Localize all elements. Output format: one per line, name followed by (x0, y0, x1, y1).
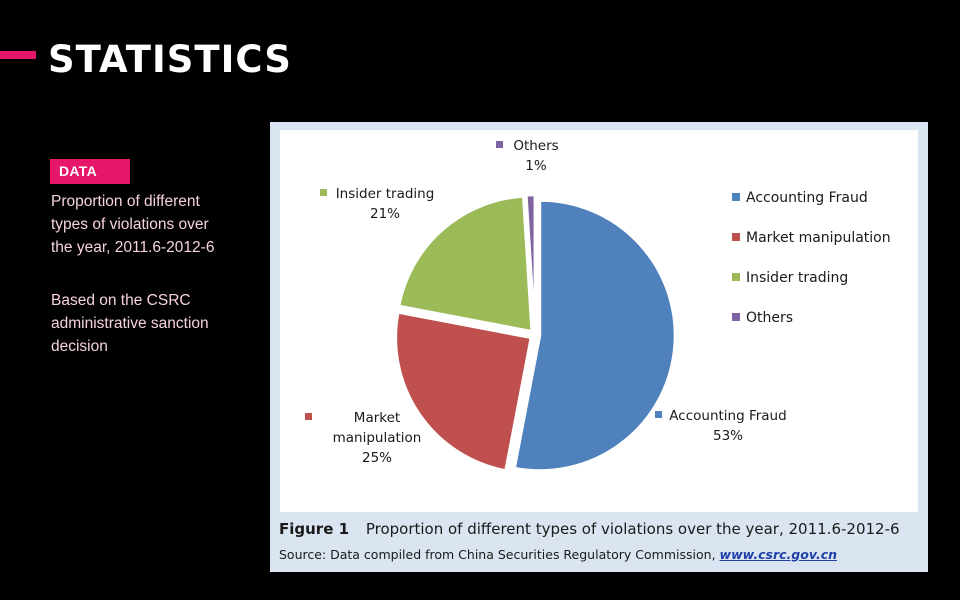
pie-slice-accounting-fraud (513, 199, 677, 472)
data-label-value: 1% (525, 158, 547, 174)
legend-label: Insider trading (746, 270, 848, 286)
legend-swatch (732, 233, 740, 241)
figure-panel: Accounting Fraud 53% Market manipulation 25%… (270, 122, 928, 572)
chart-area: Accounting Fraud 53% Market manipulation 25%… (280, 130, 918, 512)
data-label-category: Accounting Fraud (669, 408, 786, 424)
legend-item-accounting-fraud: Accounting Fraud (732, 190, 868, 206)
data-badge: DATA (50, 159, 130, 184)
data-label-accounting-fraud: Accounting Fraud 53% (655, 408, 787, 444)
source-note-line: decision (51, 338, 108, 355)
chart-description-line: the year, 2011.6-2012-6 (51, 239, 215, 256)
pie-slice-market-manipulation (394, 311, 533, 472)
data-label-marker (655, 411, 662, 418)
figure-caption: Figure 1 Proportion of different types o… (279, 520, 919, 538)
legend-swatch (732, 273, 740, 281)
source-link[interactable]: www.csrc.gov.cn (719, 547, 838, 562)
chart-description-line: Proportion of different (51, 193, 200, 210)
legend-swatch (732, 193, 740, 201)
data-label-marker (496, 141, 503, 148)
source-note-line: administrative sanction (51, 315, 209, 332)
data-label-insider-trading: Insider trading 21% (320, 186, 434, 222)
slide-title: STATISTICS (48, 38, 292, 81)
legend-label: Accounting Fraud (746, 190, 868, 206)
legend-item-others: Others (732, 310, 793, 326)
data-label-value: 21% (370, 206, 400, 222)
pie-slice-others (525, 193, 537, 332)
data-label-value: 53% (713, 428, 743, 444)
figure-source-text: Source: Data compiled from China Securit… (279, 547, 720, 562)
chart-description: Proportion of different types of violati… (51, 190, 251, 259)
source-note-line: Based on the CSRC (51, 292, 191, 309)
data-label-marker (320, 189, 327, 196)
source-note: Based on the CSRC administrative sanctio… (51, 289, 251, 358)
legend-label: Others (746, 310, 793, 326)
figure-caption-text: Proportion of different types of violati… (365, 520, 900, 538)
data-label-value: 25% (362, 450, 392, 466)
legend-item-insider-trading: Insider trading (732, 270, 848, 286)
data-label-others: Others 1% (496, 138, 559, 174)
data-label-category: Insider trading (336, 186, 435, 202)
data-label-market-manipulation: Market manipulation 25% (305, 410, 421, 466)
chart-description-line: types of violations over (51, 216, 209, 233)
legend-label: Market manipulation (746, 230, 891, 246)
title-accent-bar (0, 51, 36, 59)
data-label-category: manipulation (333, 430, 422, 446)
chart-legend: Accounting Fraud Market manipulation Insid… (732, 190, 891, 326)
data-label-category: Others (513, 138, 558, 154)
figure-source: Source: Data compiled from China Securit… (279, 547, 919, 562)
data-label-marker (305, 413, 312, 420)
pie-slice-insider-trading (397, 195, 533, 333)
legend-swatch (732, 313, 740, 321)
pie-chart: Accounting Fraud 53% Market manipulation 25%… (305, 138, 891, 472)
data-label-category: Market (354, 410, 400, 426)
figure-number: Figure 1 (279, 520, 350, 538)
legend-item-market-manipulation: Market manipulation (732, 230, 891, 246)
